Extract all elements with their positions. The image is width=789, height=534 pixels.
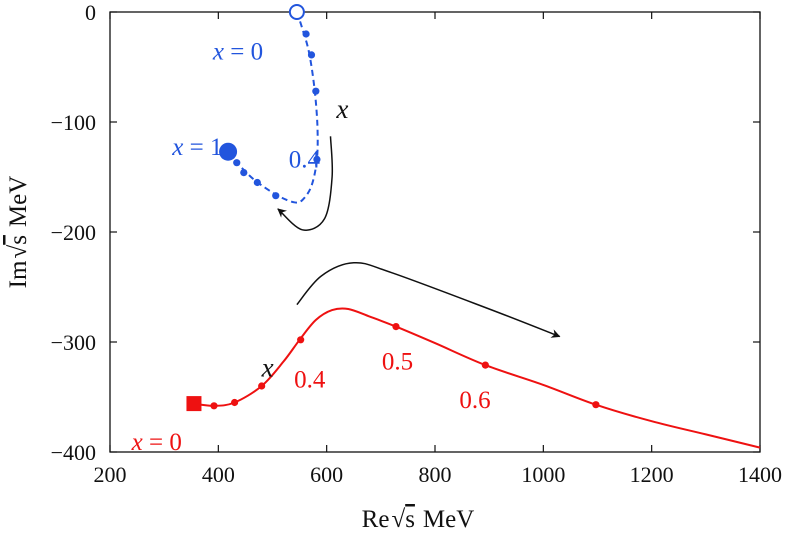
x-axis-unit: MeV <box>423 506 474 533</box>
direction-arrow <box>296 261 561 338</box>
start-marker <box>288 4 305 20</box>
series-layer <box>186 4 761 449</box>
annotation-label: x = 0 <box>212 39 263 66</box>
x-tick-label: 400 <box>202 462 235 487</box>
x-axis-s: s <box>405 506 415 533</box>
y-tick-label: −400 <box>51 440 96 465</box>
data-point <box>307 51 316 59</box>
y-axis-im: Im <box>5 260 32 288</box>
data-point <box>592 401 600 409</box>
arrow-layer <box>277 136 561 338</box>
y-axis-unit: MeV <box>5 176 32 227</box>
y-tick-label: −100 <box>51 110 96 135</box>
annotation-label: x = 1 <box>171 134 222 161</box>
data-point <box>272 192 280 200</box>
y-tick-label: −200 <box>51 220 96 245</box>
x-axis-sqrt: √ <box>391 506 405 533</box>
x-tick-label: 600 <box>310 462 343 487</box>
annotation-value: 0.6 <box>459 387 490 414</box>
annotation-value: 0.4 <box>289 146 321 173</box>
x-axis-re: Re <box>362 506 390 533</box>
data-point <box>233 159 241 167</box>
x-tick-label: 1400 <box>738 462 782 487</box>
x-axis-title: Re√s MeV <box>362 506 475 533</box>
data-point <box>258 382 266 390</box>
data-point <box>392 323 400 331</box>
data-point <box>313 155 321 163</box>
end-marker <box>219 142 238 161</box>
annotation-value: 0.4 <box>294 366 326 393</box>
y-axis-s: s <box>5 235 32 245</box>
annotation-layer: x = 0 x = 1 0.4 x x 0.4 0.5 0.6 x = 0 <box>131 39 491 457</box>
data-point <box>253 178 261 187</box>
data-point <box>240 169 248 177</box>
annotation-variable: x <box>335 94 348 124</box>
annotation-variable: x <box>261 352 274 382</box>
data-point <box>302 30 310 38</box>
plot-frame <box>109 11 761 453</box>
data-point <box>312 87 320 95</box>
data-point <box>210 402 218 410</box>
annotation-label: x = 0 <box>131 429 182 456</box>
y-tick-label: 0 <box>85 0 96 25</box>
y-axis-title: Im√s MeV <box>5 176 32 289</box>
x-tick-label: 800 <box>419 462 452 487</box>
data-point <box>230 398 239 407</box>
y-axis-sqrt: √ <box>5 245 32 259</box>
series-line-1 <box>193 307 761 449</box>
x-tick-label: 1000 <box>521 462 565 487</box>
y-tick-label: −300 <box>51 330 96 355</box>
data-point <box>297 336 305 344</box>
axis-ticks: 200 400 600 800 1000 1200 1400 0 −100 −200 −300 −40… <box>51 0 782 487</box>
annotation-value: 0.5 <box>382 349 413 376</box>
x-tick-label: 1200 <box>630 462 674 487</box>
direction-arrow <box>277 136 334 231</box>
x-tick-label: 200 <box>94 462 127 487</box>
data-point <box>481 361 489 369</box>
start-marker <box>186 396 202 412</box>
